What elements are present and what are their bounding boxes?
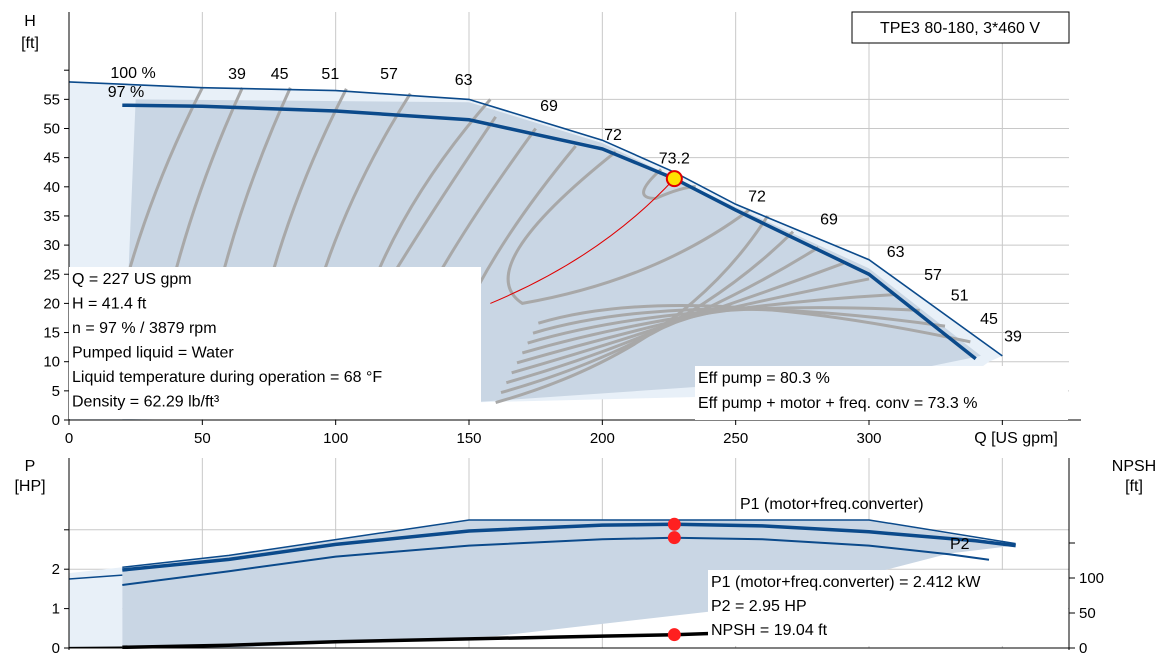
y-tick-label-bottom: 2 bbox=[52, 561, 60, 578]
efficiency-isoline bbox=[521, 293, 895, 355]
label-100pct: 100 % bbox=[110, 65, 155, 82]
y-tick-label-top: 50 bbox=[43, 121, 60, 138]
efficiency-isolines bbox=[99, 87, 971, 404]
efficiency-label: 69 bbox=[540, 98, 558, 115]
curves bbox=[68, 81, 1016, 650]
efficiency-label: 39 bbox=[1004, 328, 1022, 345]
y-tick-label-top: 45 bbox=[43, 150, 60, 167]
label-p1-curve: P1 (motor+freq.converter) bbox=[740, 496, 924, 513]
label-97pct: 97 % bbox=[108, 84, 144, 101]
info-line: Density = 62.29 lb/ft³ bbox=[72, 394, 220, 411]
efficiency-isoline bbox=[516, 277, 870, 365]
pump-label-box bbox=[851, 11, 1070, 44]
y-axis-label-top: H bbox=[24, 13, 36, 30]
info-line: Liquid temperature during operation = 68… bbox=[72, 369, 382, 386]
y-tick-label-top: 15 bbox=[43, 325, 60, 342]
x-tick-label: 200 bbox=[590, 430, 615, 447]
eff-line: Eff pump + motor + freq. conv = 73.3 % bbox=[698, 395, 977, 412]
operating-point bbox=[665, 170, 683, 188]
x-tick-label: 100 bbox=[323, 430, 348, 447]
info-line: Pumped liquid = Water bbox=[72, 345, 234, 362]
info-line: Q = 227 US gpm bbox=[72, 271, 192, 288]
power-operating-point bbox=[667, 531, 681, 545]
y-tick-label-top: 30 bbox=[43, 237, 60, 254]
x-tick-label: 250 bbox=[723, 430, 748, 447]
y2-tick-label: 100 bbox=[1079, 570, 1104, 587]
efficiency-label: 63 bbox=[455, 72, 473, 89]
efficiency-isoline bbox=[527, 306, 920, 345]
efficiency-label: 72 bbox=[748, 188, 766, 205]
y-axis-unit-bottom: [HP] bbox=[14, 478, 45, 495]
y-tick-label-top: 20 bbox=[43, 295, 60, 312]
y2-axis-unit: [ft] bbox=[1125, 478, 1143, 495]
power-info-line: NPSH = 19.04 ft bbox=[711, 622, 828, 639]
curve-p2 bbox=[122, 536, 990, 586]
power-info-line: P1 (motor+freq.converter) = 2.412 kW bbox=[711, 574, 981, 591]
y2-axis-label: NPSH bbox=[1112, 458, 1156, 475]
x-tick-label: 150 bbox=[456, 430, 481, 447]
y-tick-label-top: 10 bbox=[43, 354, 60, 371]
info-box bbox=[69, 267, 481, 419]
efficiency-isoline bbox=[642, 168, 696, 200]
y2-tick-label: 50 bbox=[1079, 605, 1096, 622]
info-line: n = 97 % / 3879 rpm bbox=[72, 320, 217, 337]
efficiency-label: 45 bbox=[980, 311, 998, 328]
info-line: H = 41.4 ft bbox=[72, 296, 147, 313]
power-info-box bbox=[708, 570, 1068, 646]
curve-97pct bbox=[122, 103, 977, 361]
system-curve bbox=[490, 178, 675, 304]
curve-100pct bbox=[68, 81, 1003, 357]
y-axis-unit-top: [ft] bbox=[21, 35, 39, 52]
efficiency-label: 45 bbox=[271, 66, 289, 83]
y-tick-label-bottom: 1 bbox=[52, 601, 60, 618]
efficiency-label: 51 bbox=[951, 287, 969, 304]
eff-line: Eff pump = 80.3 % bbox=[698, 370, 830, 387]
y-tick-label-top: 25 bbox=[43, 266, 60, 283]
y-tick-label-top: 40 bbox=[43, 179, 60, 196]
efficiency-label: 57 bbox=[380, 66, 398, 83]
power-ext-curve bbox=[68, 574, 123, 580]
y-tick-label-top: 0 bbox=[52, 412, 60, 429]
power-info-line: P2 = 2.95 HP bbox=[711, 598, 807, 615]
pump-label: TPE3 80-180, 3*460 V bbox=[880, 20, 1040, 37]
eff-box bbox=[695, 366, 1068, 420]
efficiency-label: 63 bbox=[887, 244, 905, 261]
label-p2-curve: P2 bbox=[950, 536, 970, 553]
npsh-operating-point bbox=[667, 628, 681, 642]
efficiency-label: 69 bbox=[820, 212, 838, 229]
x-tick-label: 0 bbox=[65, 430, 73, 447]
curve-p1 bbox=[122, 522, 1016, 572]
power-max-curve bbox=[122, 519, 1016, 568]
efficiency-isoline bbox=[532, 307, 946, 335]
efficiency-label: 73.2 bbox=[659, 150, 690, 167]
envelope-bottom bbox=[122, 519, 1016, 648]
efficiency-label: 51 bbox=[321, 66, 339, 83]
y-tick-label-top: 55 bbox=[43, 91, 60, 108]
x-axis-label: Q [US gpm] bbox=[974, 430, 1058, 447]
x-tick-label: 50 bbox=[194, 430, 211, 447]
efficiency-label: 57 bbox=[924, 267, 942, 284]
efficiency-isoline bbox=[506, 150, 750, 305]
envelope-outer-bottom bbox=[69, 567, 123, 648]
x-tick-label: 300 bbox=[856, 430, 881, 447]
efficiency-label: 39 bbox=[228, 66, 246, 83]
y-axis-label-bottom: P bbox=[25, 458, 36, 475]
efficiency-label: 72 bbox=[604, 127, 622, 144]
power-operating-point bbox=[667, 517, 681, 531]
y-tick-label-top: 35 bbox=[43, 208, 60, 225]
efficiency-isoline bbox=[537, 304, 971, 344]
y-tick-label-top: 5 bbox=[52, 383, 60, 400]
y2-tick-label: 0 bbox=[1079, 640, 1087, 653]
y-tick-label-bottom: 0 bbox=[52, 640, 60, 653]
